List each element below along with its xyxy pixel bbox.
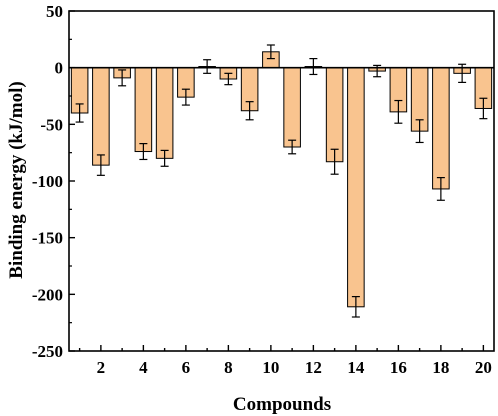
error-bar-compound-1: [75, 103, 84, 123]
error-bar-compound-5: [160, 149, 169, 167]
bar-compound-18: [432, 67, 450, 190]
error-bar-compound-18: [436, 177, 445, 201]
error-bar-compound-12: [309, 57, 318, 76]
ticks-layer: -250 -200 -150 -100 -50 0 50 2 4 6 8 10 12 14 16 18 20: [32, 2, 492, 377]
error-bar-compound-3: [118, 69, 127, 87]
bars-layer: [70, 51, 493, 308]
y-tick-label: -150: [32, 229, 63, 248]
y-tick-label: -250: [32, 342, 63, 361]
bar-compound-2: [92, 67, 110, 166]
error-bar-compound-2: [96, 154, 105, 176]
error-bar-compound-20: [479, 97, 488, 120]
error-bar-compound-7: [203, 59, 212, 74]
error-bar-compound-4: [139, 143, 148, 161]
error-bar-compound-8: [224, 72, 233, 86]
bar-compound-13: [325, 67, 344, 163]
y-tick-label: 0: [55, 59, 64, 78]
error-bar-compound-14: [351, 296, 360, 318]
x-tick-label: 14: [347, 358, 365, 377]
x-tick-label: 16: [390, 358, 407, 377]
error-bar-compound-13: [330, 148, 339, 175]
x-tick-label: 6: [182, 358, 191, 377]
error-bar-compound-17: [415, 119, 424, 144]
x-tick-label: 20: [475, 358, 492, 377]
bar-compound-5: [155, 67, 174, 159]
bar-compound-11: [283, 67, 301, 148]
x-axis-title: Compounds: [233, 394, 331, 415]
error-bars-layer: [75, 44, 488, 318]
x-tick-label: 12: [305, 358, 322, 377]
y-tick-label: -200: [32, 285, 63, 304]
x-tick-label: 10: [262, 358, 279, 377]
y-tick-label: -50: [40, 115, 63, 134]
error-bar-compound-10: [266, 44, 275, 60]
error-bar-compound-11: [288, 139, 297, 155]
x-tick-label: 8: [224, 358, 233, 377]
bar-compound-14: [347, 67, 365, 308]
error-bar-compound-6: [181, 88, 190, 106]
y-axis-title: Binding energy (kJ/mol): [6, 81, 27, 278]
axes-layer: [68, 10, 495, 352]
error-bar-compound-16: [394, 99, 403, 124]
plot-frame: [68, 10, 495, 352]
bar-compound-4: [134, 67, 153, 153]
x-tick-label: 2: [97, 358, 106, 377]
x-tick-label: 18: [432, 358, 449, 377]
y-tick-label: 50: [46, 2, 63, 21]
y-tick-label: -100: [32, 172, 63, 191]
x-tick-label: 4: [139, 358, 148, 377]
error-bar-compound-9: [245, 101, 254, 121]
